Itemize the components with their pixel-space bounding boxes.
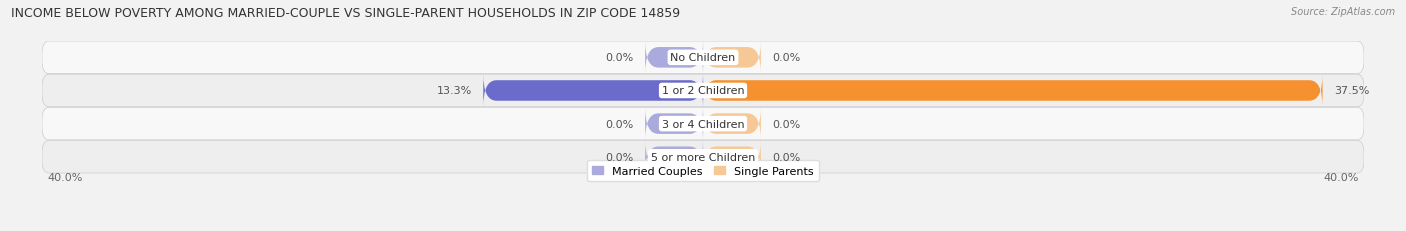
Text: 0.0%: 0.0% (606, 53, 634, 63)
Text: 0.0%: 0.0% (772, 53, 800, 63)
FancyBboxPatch shape (703, 141, 761, 173)
FancyBboxPatch shape (42, 141, 1364, 173)
Text: 0.0%: 0.0% (772, 119, 800, 129)
Text: Source: ZipAtlas.com: Source: ZipAtlas.com (1291, 7, 1395, 17)
Text: 40.0%: 40.0% (1323, 173, 1358, 182)
Text: 5 or more Children: 5 or more Children (651, 152, 755, 162)
FancyBboxPatch shape (42, 75, 1364, 107)
Text: 40.0%: 40.0% (48, 173, 83, 182)
Text: 13.3%: 13.3% (436, 86, 471, 96)
Text: 0.0%: 0.0% (772, 152, 800, 162)
FancyBboxPatch shape (42, 108, 1364, 140)
Text: 0.0%: 0.0% (606, 119, 634, 129)
FancyBboxPatch shape (645, 141, 703, 173)
Text: INCOME BELOW POVERTY AMONG MARRIED-COUPLE VS SINGLE-PARENT HOUSEHOLDS IN ZIP COD: INCOME BELOW POVERTY AMONG MARRIED-COUPL… (11, 7, 681, 20)
Text: 0.0%: 0.0% (606, 152, 634, 162)
FancyBboxPatch shape (703, 108, 761, 140)
Text: 1 or 2 Children: 1 or 2 Children (662, 86, 744, 96)
Text: 37.5%: 37.5% (1334, 86, 1369, 96)
FancyBboxPatch shape (42, 42, 1364, 74)
FancyBboxPatch shape (645, 42, 703, 74)
FancyBboxPatch shape (484, 75, 703, 107)
FancyBboxPatch shape (703, 75, 1323, 107)
Text: 3 or 4 Children: 3 or 4 Children (662, 119, 744, 129)
Legend: Married Couples, Single Parents: Married Couples, Single Parents (586, 161, 820, 182)
FancyBboxPatch shape (703, 42, 761, 74)
Text: No Children: No Children (671, 53, 735, 63)
FancyBboxPatch shape (645, 108, 703, 140)
